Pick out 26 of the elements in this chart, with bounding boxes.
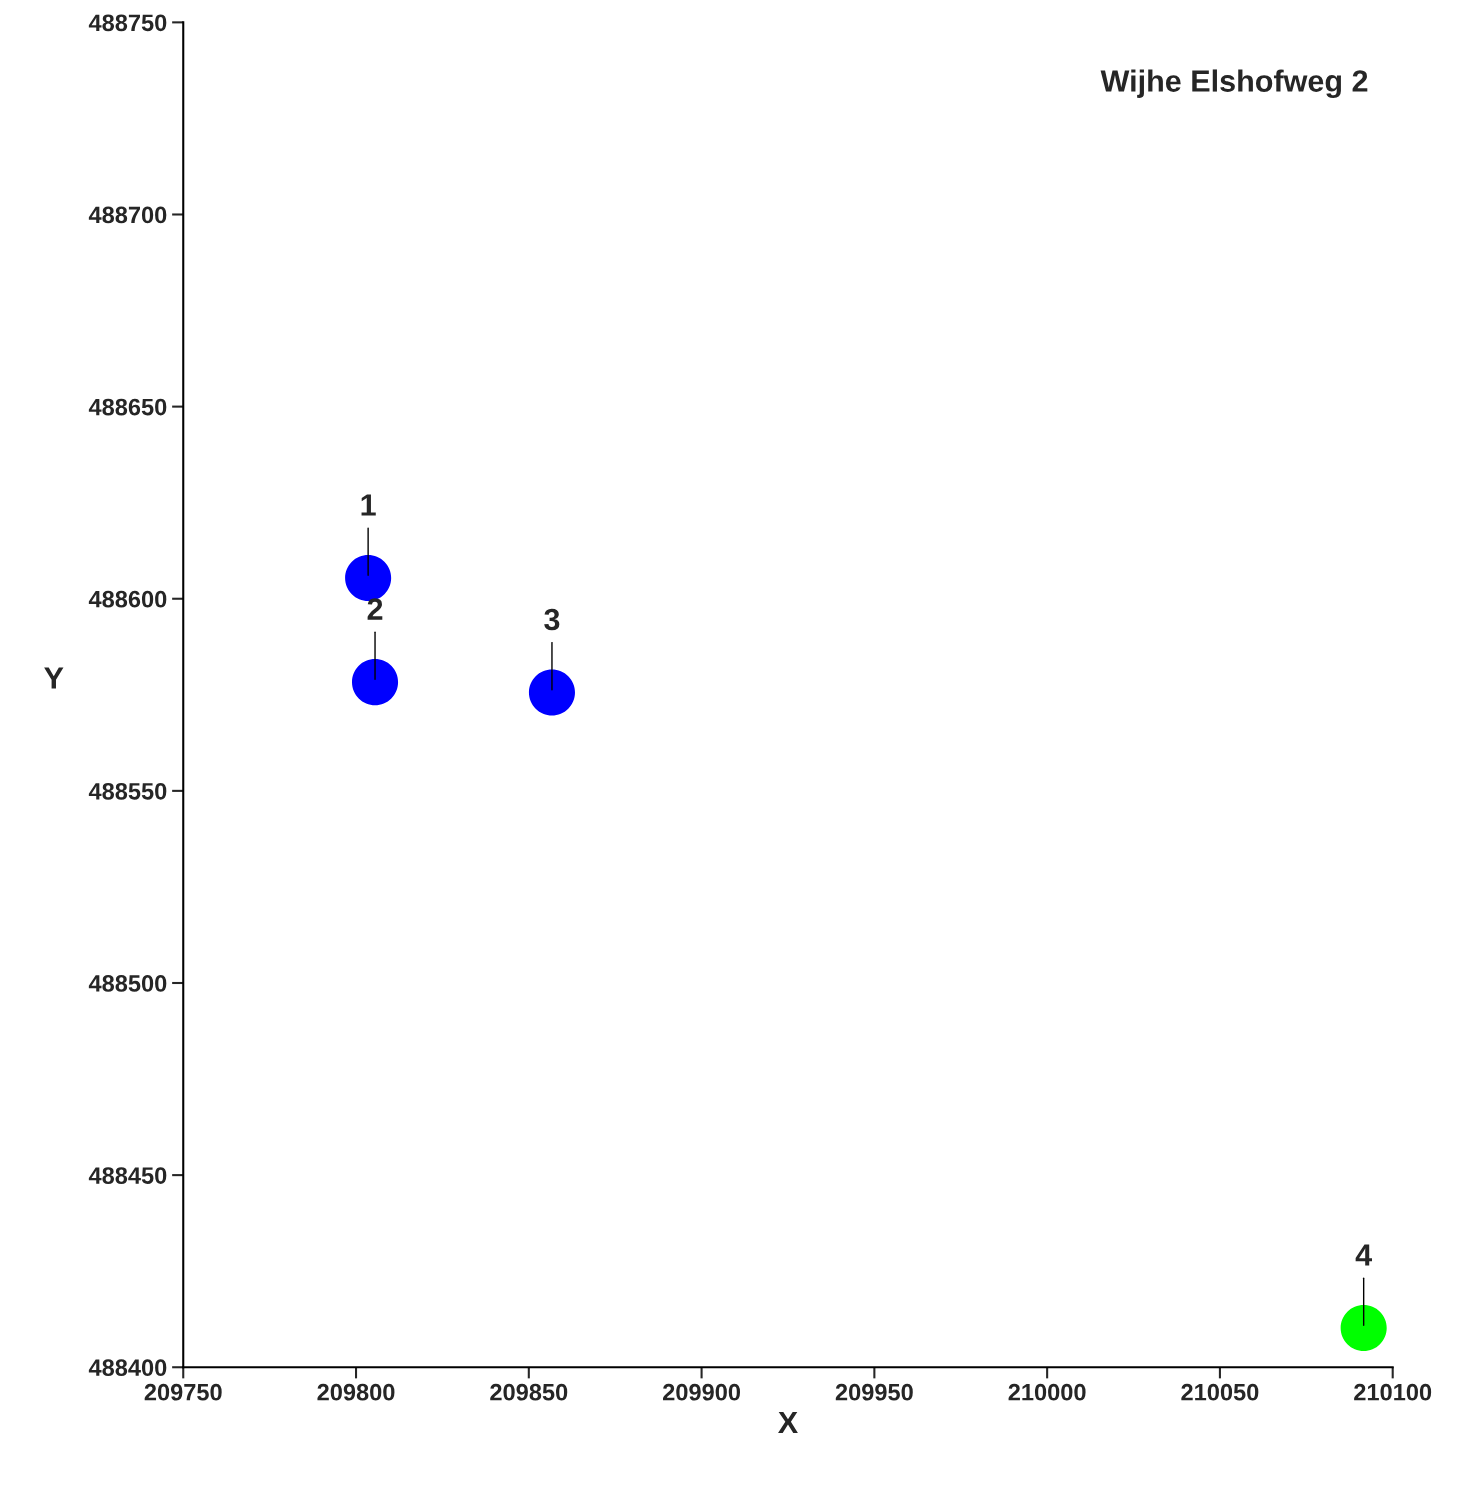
y-tick-label: 488700 <box>88 206 167 224</box>
annotation: 2 <box>367 598 383 620</box>
x-tick-label: 209850 <box>490 1383 568 1401</box>
y-tick-label: 488400 <box>88 1359 167 1377</box>
y-tick-label: 488750 <box>88 14 167 32</box>
annotation: 1 <box>361 494 376 516</box>
y-tick-label: 488600 <box>88 590 167 608</box>
y-tick-label: 488650 <box>88 398 167 416</box>
x-tick-label: 210100 <box>1354 1383 1432 1401</box>
y-tick-label: 488450 <box>88 1167 167 1184</box>
x-tick-label: 210050 <box>1181 1383 1259 1401</box>
point <box>1340 1305 1387 1352</box>
x-tick-label: 210000 <box>1008 1383 1086 1401</box>
x-axis-title: X <box>778 1411 798 1433</box>
y-tick-label: 488500 <box>88 975 167 992</box>
x-tick-label: 209900 <box>663 1383 741 1401</box>
x-tick-label: 209750 <box>144 1383 222 1401</box>
x-tick-label: 209950 <box>835 1383 913 1401</box>
point <box>528 669 575 716</box>
annotation: 4 <box>1355 1244 1373 1266</box>
annotation: 3 <box>544 608 560 631</box>
y-tick-label: 488550 <box>88 782 167 800</box>
text: Wijhe Elshofweg 2 <box>1100 69 1368 99</box>
x-tick-label: 209800 <box>317 1383 395 1401</box>
y-axis-title: Y <box>44 667 64 689</box>
point <box>352 659 399 706</box>
